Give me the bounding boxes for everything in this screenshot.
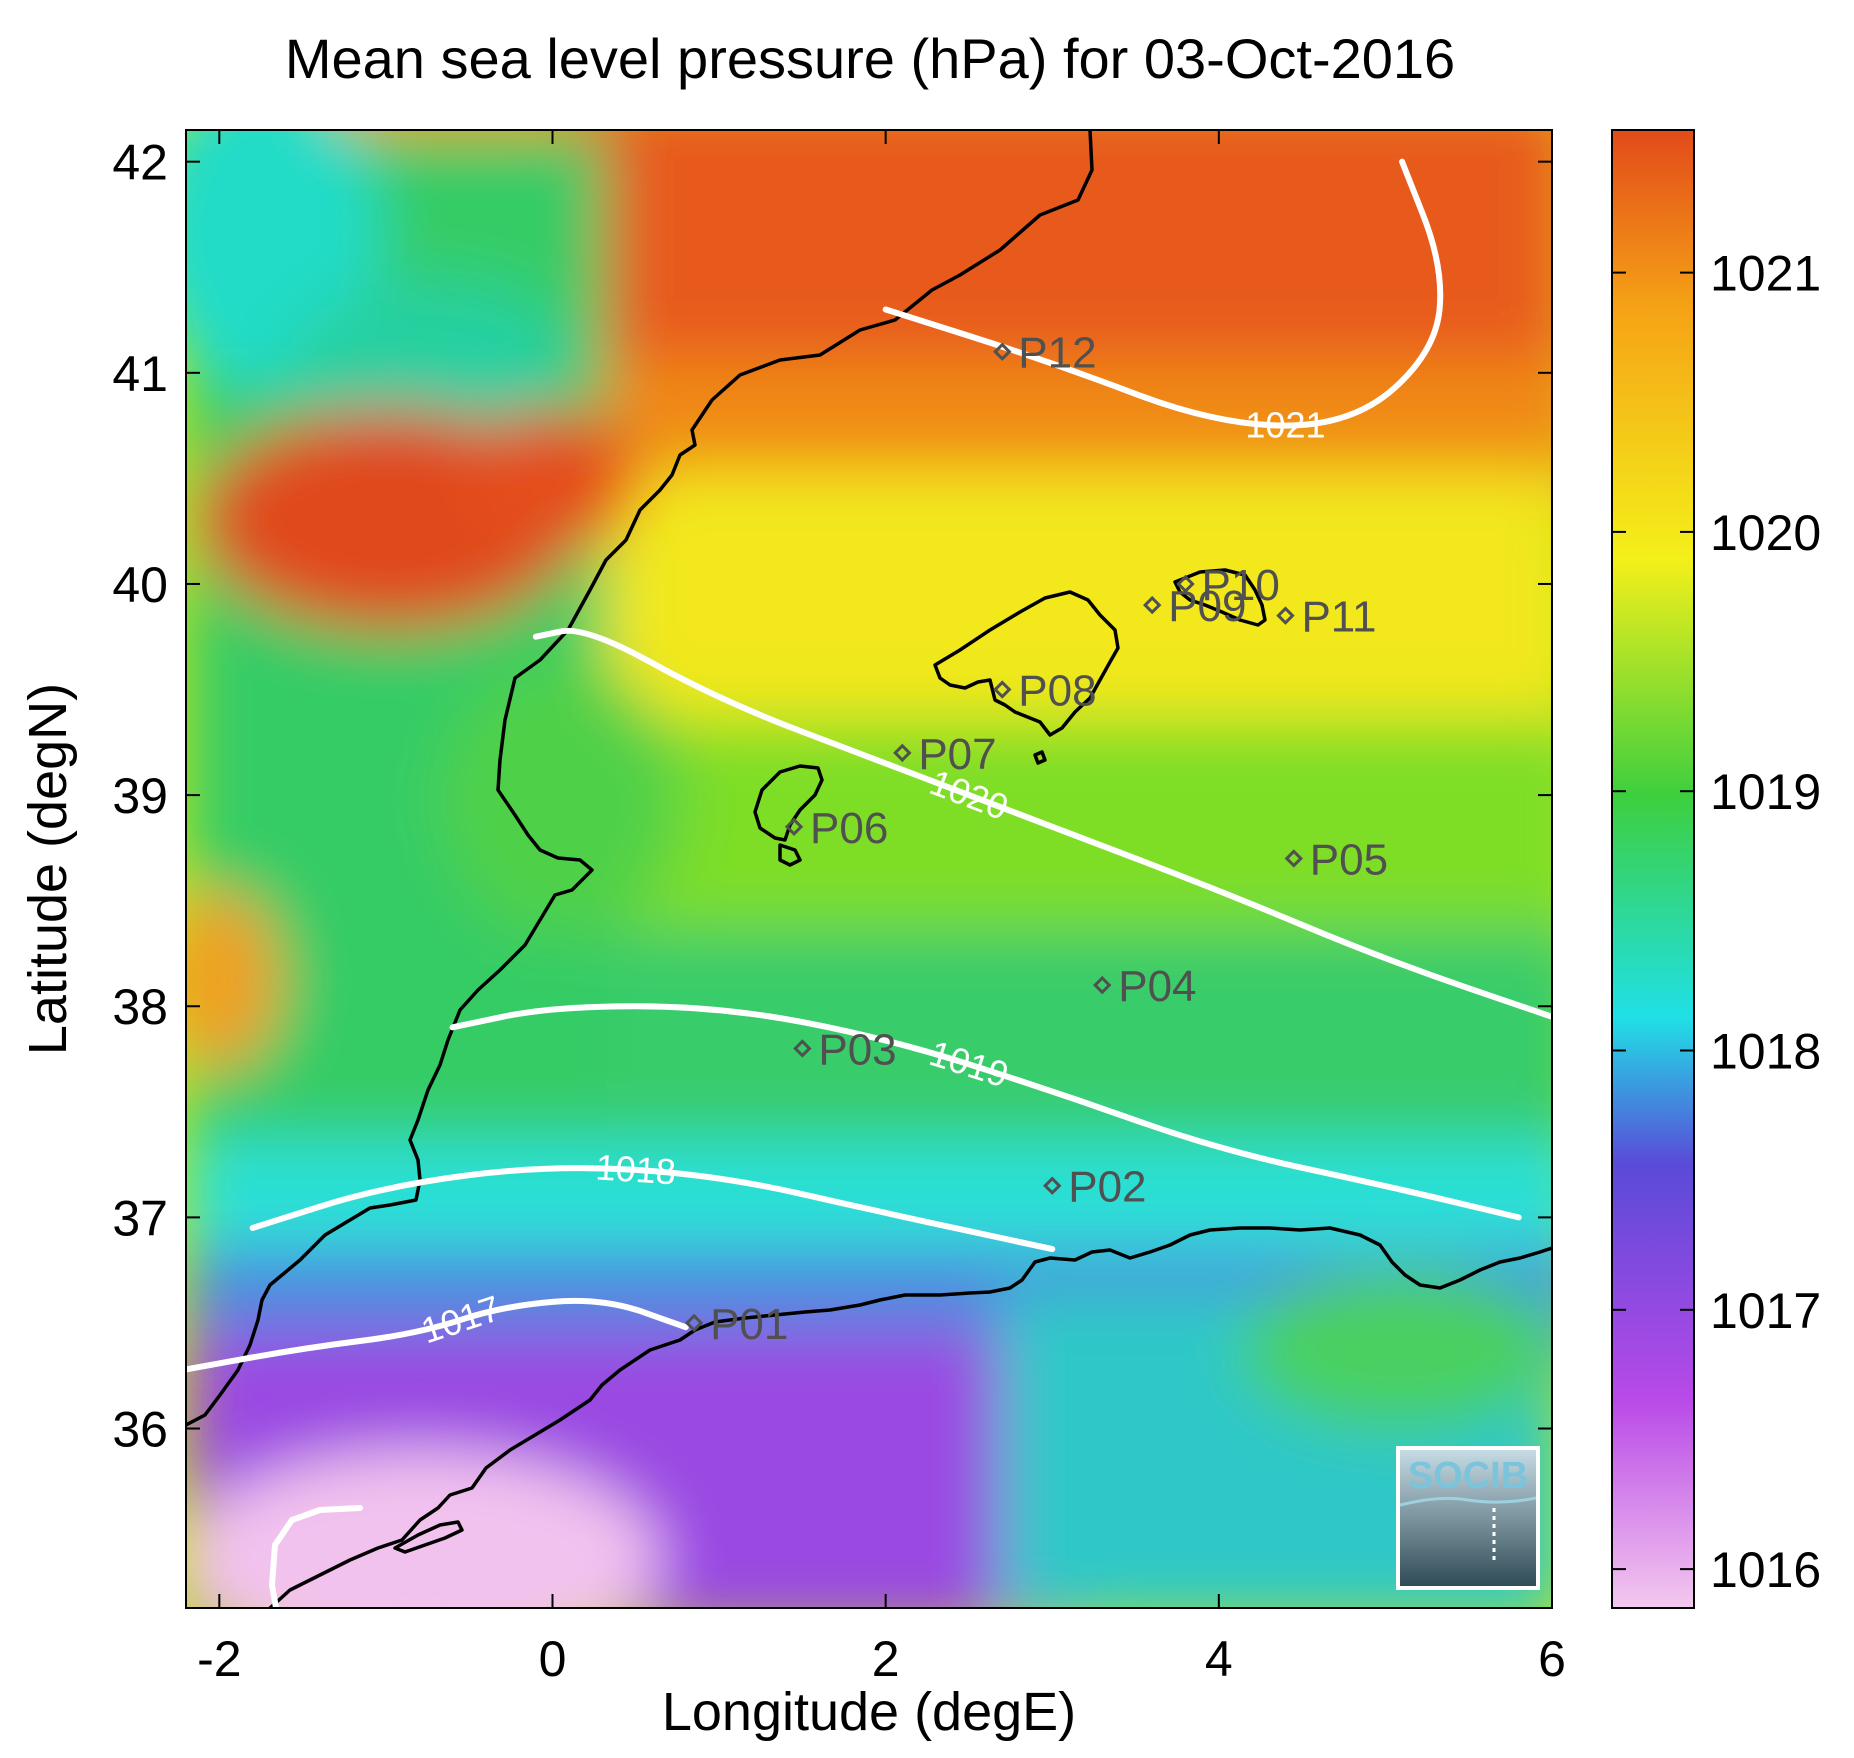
contour-1019 (449, 1003, 1522, 1221)
y-axis-label: Latitude (degN) (18, 683, 78, 1055)
station-label-p01: P01 (710, 1300, 788, 1349)
station-marker-p06 (784, 817, 804, 836)
x-tick-label: 6 (1538, 1631, 1566, 1687)
station-marker-p09 (1143, 595, 1162, 615)
y-tick-label: 40 (112, 557, 168, 613)
station-label-p09: P09 (1168, 582, 1246, 631)
contour-1020 (532, 627, 1552, 1020)
colorbar-tick-label: 1019 (1710, 764, 1821, 820)
ibiza-coastline (753, 764, 824, 867)
y-tick-label: 42 (112, 135, 168, 191)
station-marker-p11 (1276, 606, 1295, 625)
coastlines (186, 130, 1552, 1608)
x-tick-label: 4 (1205, 1631, 1233, 1687)
african-coastline (268, 1226, 1552, 1608)
colorbar-tick-label: 1017 (1710, 1283, 1821, 1339)
station-label-p04: P04 (1118, 962, 1196, 1011)
alboran-island (393, 1520, 464, 1554)
station-label-p05: P05 (1310, 835, 1388, 884)
cabrera-coastline (1033, 750, 1047, 765)
station-label-p07: P07 (918, 730, 996, 779)
y-tick-label: 38 (112, 979, 168, 1035)
pressure-field (186, 130, 1552, 1608)
contour-1021 (882, 158, 1444, 429)
x-tick-label: -2 (197, 1631, 241, 1687)
y-tick-label: 39 (112, 768, 168, 824)
y-axis: 36 37 38 39 40 41 42 (112, 135, 1552, 1458)
colorbar-ticks: 1016 1017 1018 1019 1020 1021 (1612, 246, 1821, 1598)
station-marker-p07 (893, 743, 912, 763)
chart-title: Mean sea level pressure (hPa) for 03-Oct… (285, 27, 1455, 90)
colorbar-ramp (1611, 129, 1695, 1609)
pressure-contours (186, 158, 1552, 1373)
y-tick-label: 37 (112, 1190, 168, 1246)
station-marker-p05 (1284, 849, 1303, 868)
colorbar-tick-label: 1018 (1710, 1024, 1821, 1080)
station-label-p10: P10 (1202, 561, 1280, 610)
station-label-p12: P12 (1018, 329, 1096, 378)
station-marker-p03 (793, 1039, 812, 1058)
station-marker-p08 (993, 680, 1012, 699)
station-marker-p01 (684, 1313, 704, 1333)
station-marker-p02 (1043, 1176, 1062, 1195)
socib-logo: SOCIB (1396, 1446, 1540, 1590)
colorbar-tick-label: 1021 (1710, 246, 1821, 302)
x-tick-label: 2 (872, 1631, 900, 1687)
x-axis: -2 0 2 4 6 (197, 130, 1566, 1687)
station-marker-p12 (993, 342, 1012, 361)
colorbar-tick-label: 1020 (1710, 505, 1821, 561)
x-axis-label: Longitude (degE) (662, 1682, 1076, 1742)
socib-logo-text: SOCIB (1408, 1455, 1528, 1497)
station-marker-p10 (1176, 574, 1195, 594)
plot-frame (185, 129, 1553, 1609)
iberian-coastline (186, 130, 1094, 1427)
contour-1016-fragment (268, 1505, 363, 1608)
mallorca-coastline (933, 590, 1120, 737)
station-label-p08: P08 (1018, 667, 1096, 716)
colorbar-tick-label: 1016 (1710, 1542, 1821, 1598)
contour-1017 (186, 1297, 689, 1373)
menorca-coastline (1173, 568, 1267, 627)
station-label-p11: P11 (1301, 593, 1376, 642)
station-label-p03: P03 (818, 1025, 896, 1074)
y-tick-label: 36 (112, 1402, 168, 1458)
x-tick-label: 0 (539, 1631, 567, 1687)
y-tick-label: 41 (112, 346, 168, 402)
contour-1018 (249, 1165, 1056, 1253)
station-label-p06: P06 (810, 804, 888, 853)
contour-label-1021: 1021 (1245, 405, 1325, 446)
colorbar: 1016 1017 1018 1019 1020 1021 (1611, 129, 1821, 1609)
station-marker-p04 (1093, 975, 1112, 995)
contour-label-1018: 1018 (595, 1146, 678, 1192)
station-label-p02: P02 (1068, 1163, 1146, 1212)
